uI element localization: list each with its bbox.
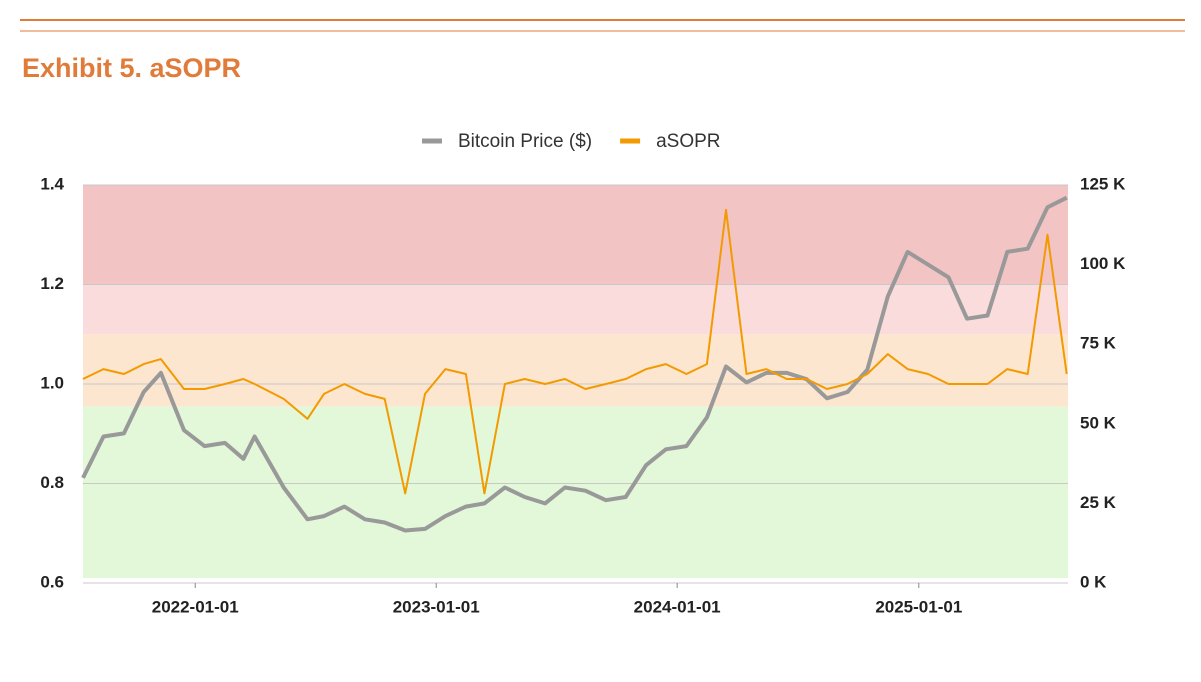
y2-tick-label: 75 K	[1080, 334, 1117, 353]
band	[83, 284, 1068, 335]
y2-tick-label: 0 K	[1080, 572, 1107, 591]
y2-tick-label: 100 K	[1080, 254, 1126, 273]
band	[83, 406, 1068, 579]
band	[83, 185, 1068, 285]
legend-label: aSOPR	[656, 131, 720, 152]
y2-tick-label: 125 K	[1080, 174, 1126, 193]
series-line	[81, 195, 1068, 533]
y-tick-label: 1.4	[40, 174, 64, 193]
chart-title: Exhibit 5. aSOPR	[22, 53, 241, 83]
y2-tick-label: 50 K	[1080, 413, 1117, 432]
y-tick-label: 1.2	[40, 274, 64, 293]
series-line	[82, 208, 1068, 495]
y-tick-label: 1.0	[40, 373, 64, 392]
band	[83, 334, 1068, 407]
x-tick-label: 2022-01-01	[152, 597, 239, 616]
y-tick-label: 0.6	[40, 572, 64, 591]
x-tick-label: 2025-01-01	[875, 597, 962, 616]
legend-label: Bitcoin Price ($)	[458, 131, 592, 152]
y-tick-label: 0.8	[40, 473, 64, 492]
x-tick-label: 2023-01-01	[393, 597, 480, 616]
y2-tick-label: 25 K	[1080, 493, 1117, 512]
x-tick-label: 2024-01-01	[634, 597, 721, 616]
